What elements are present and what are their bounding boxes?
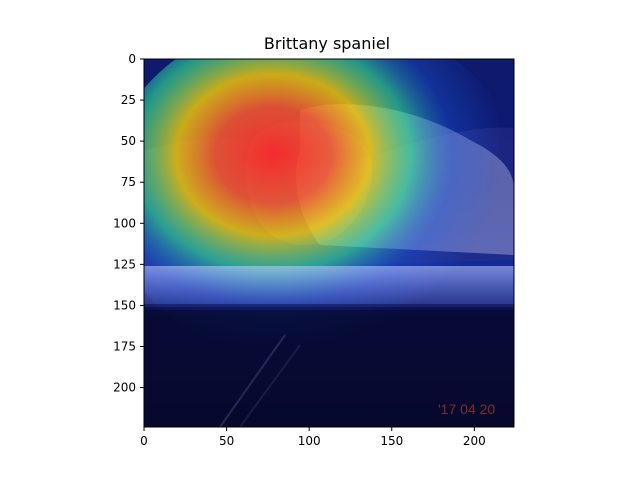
x-tick-label: 150: [380, 434, 403, 448]
y-tick-label: 200: [113, 381, 136, 395]
y-tick-label: 175: [113, 340, 136, 354]
chart-title: Brittany spaniel: [264, 34, 390, 53]
image-watermark: '17 04 20: [438, 401, 495, 417]
y-tick-label: 25: [121, 93, 136, 107]
y-tick-label: 100: [113, 216, 136, 230]
y-tick-label: 75: [121, 175, 136, 189]
axes-frame: [143, 58, 515, 428]
x-tick-label: 0: [140, 434, 148, 448]
x-tick-label: 200: [463, 434, 486, 448]
y-axis: 0 25 50 75 100 125 150 175 200: [113, 52, 144, 395]
y-tick-label: 50: [121, 134, 136, 148]
y-tick-label: 125: [113, 257, 136, 271]
x-axis: 0 50 100 150 200: [140, 427, 486, 448]
y-tick-label: 0: [128, 52, 136, 66]
x-tick-label: 50: [219, 434, 234, 448]
heatmap-overlay-image: [144, 59, 514, 427]
y-tick-label: 150: [113, 298, 136, 312]
x-tick-label: 100: [298, 434, 321, 448]
